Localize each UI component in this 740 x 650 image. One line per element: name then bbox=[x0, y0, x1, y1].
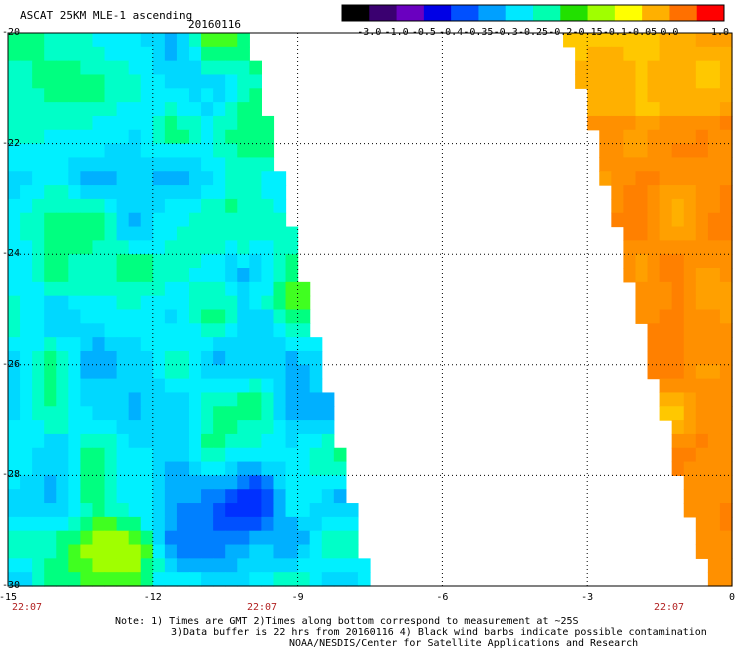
colorbar-label: 0.0 bbox=[660, 27, 679, 38]
colorbar-swatch bbox=[423, 5, 452, 21]
colorbar-swatch bbox=[478, 5, 507, 21]
longitude-label: -15 bbox=[0, 592, 18, 603]
note-line-3: NOAA/NESDIS/Center for Satellite Applica… bbox=[289, 638, 639, 649]
time-label-east: 22:07 bbox=[653, 602, 685, 613]
colorbar-label: -0.4 bbox=[439, 27, 464, 38]
colorbar-swatch bbox=[342, 5, 370, 21]
colorbar-swatch bbox=[451, 5, 479, 21]
longitude-label: -9 bbox=[291, 592, 304, 603]
colorbar-label: -0.2 bbox=[548, 27, 573, 38]
lat-lon-grid bbox=[8, 33, 732, 586]
colorbar-swatch bbox=[696, 5, 725, 21]
colorbar-swatch bbox=[587, 5, 616, 21]
west-swath bbox=[8, 33, 371, 587]
latitude-label: -24 bbox=[2, 248, 21, 260]
longitude-label: -3 bbox=[581, 592, 594, 603]
colorbar-label: -0.1 bbox=[602, 27, 627, 38]
colorbar-swatch bbox=[396, 5, 425, 21]
latitude-label: -30 bbox=[2, 580, 21, 591]
colorbar-label: -0.5 bbox=[411, 27, 436, 38]
colorbar-label: -0.3 bbox=[493, 27, 518, 38]
east-swath bbox=[563, 33, 733, 587]
note-line-2: 3)Data buffer is 22 hrs from 20160116 4)… bbox=[171, 627, 707, 638]
colorbar-label: -0.15 bbox=[572, 27, 603, 38]
time-label-west: 22:07 bbox=[11, 602, 43, 613]
longitude-label: -12 bbox=[143, 592, 162, 603]
time-label-mid: 22:07 bbox=[246, 602, 278, 613]
latitude-label: -28 bbox=[2, 469, 21, 481]
longitude-label: -6 bbox=[436, 592, 449, 603]
colorbar bbox=[341, 4, 725, 22]
colorbar-label: -0.25 bbox=[517, 27, 549, 38]
colorbar-swatch bbox=[614, 5, 643, 21]
colorbar-swatch bbox=[533, 5, 561, 21]
colorbar-swatch bbox=[669, 5, 698, 21]
latitude-label: -26 bbox=[2, 358, 21, 370]
date-label: 20160116 bbox=[188, 18, 241, 31]
colorbar-swatch bbox=[642, 5, 670, 21]
colorbar-label: -0.05 bbox=[627, 27, 658, 38]
colorbar-swatch bbox=[560, 5, 589, 21]
colorbar-swatch bbox=[369, 5, 398, 21]
colorbar-label: -3.0 bbox=[357, 27, 382, 38]
colorbar-label: 1.0 bbox=[710, 27, 730, 38]
product-title: ASCAT 25KM MLE-1 ascending bbox=[20, 9, 193, 22]
latitude-label: -22 bbox=[2, 137, 21, 149]
colorbar-label: -0.35 bbox=[463, 27, 494, 38]
map-frame bbox=[7, 32, 733, 587]
note-line-1: Note: 1) Times are GMT 2)Times along bot… bbox=[115, 616, 579, 627]
colorbar-label: -1.0 bbox=[384, 27, 409, 38]
longitude-label: 0 bbox=[728, 592, 736, 603]
latitude-label: -20 bbox=[2, 27, 21, 38]
colorbar-swatch bbox=[505, 5, 534, 21]
